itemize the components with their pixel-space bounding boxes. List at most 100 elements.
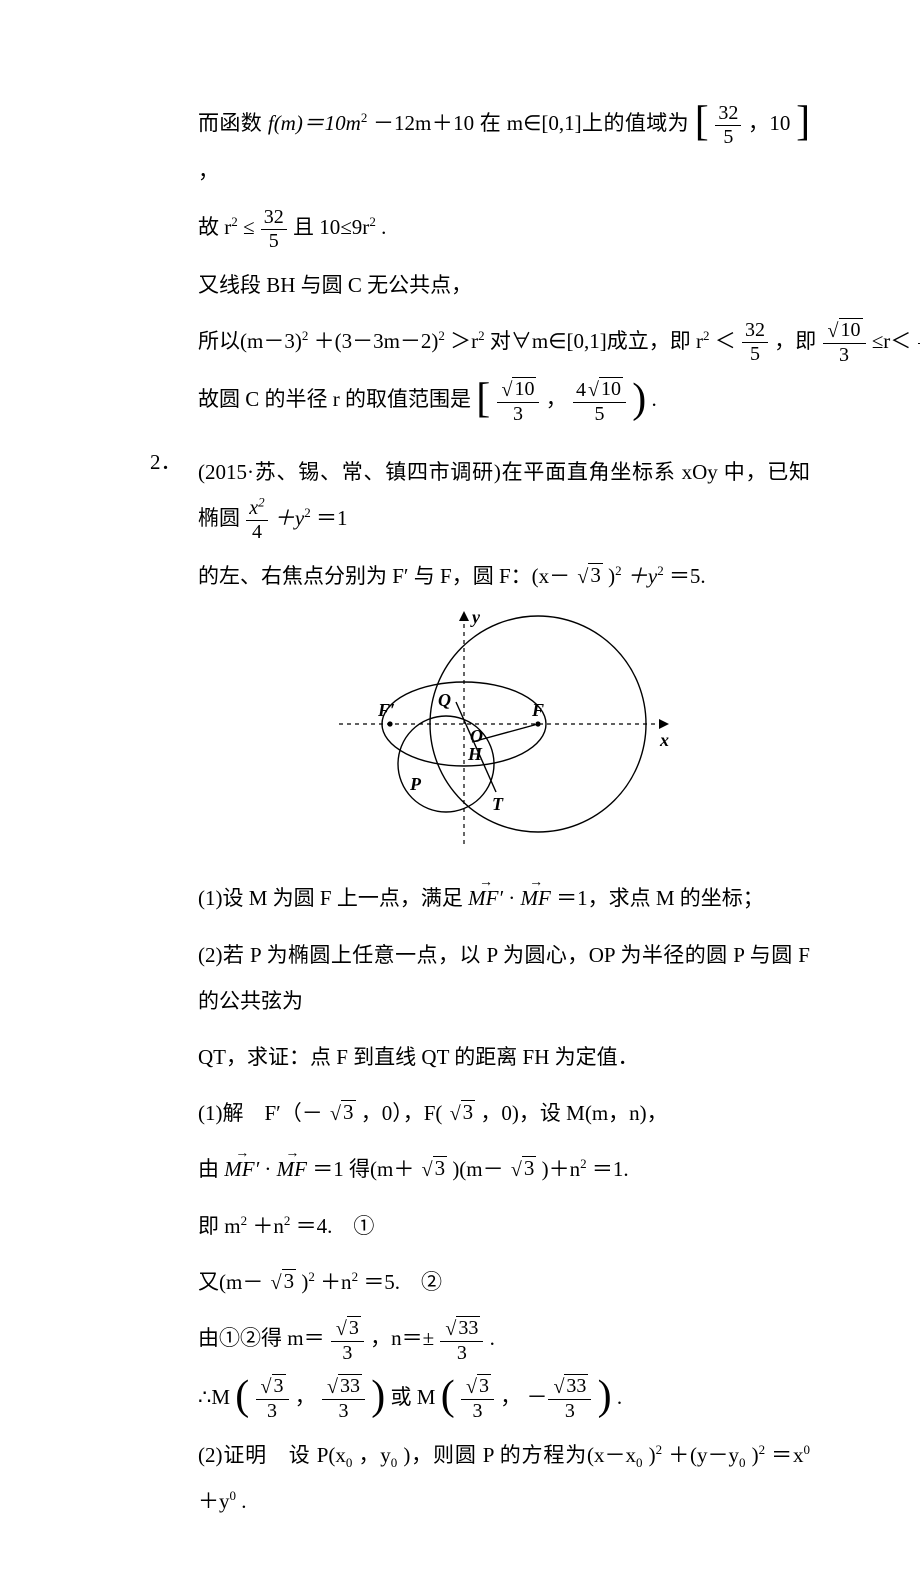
arrow-icon: → bbox=[468, 868, 503, 899]
arrow-icon: → bbox=[521, 868, 551, 899]
text: 而函数 bbox=[198, 111, 262, 135]
svg-text:P: P bbox=[409, 774, 422, 794]
frac-s3-3: 3 3 bbox=[460, 1375, 495, 1422]
frac-x2-4: x2 4 bbox=[245, 498, 268, 543]
sqrt-icon: 3 bbox=[464, 1375, 491, 1398]
text: ) bbox=[649, 1443, 656, 1467]
sqrt-icon: 3 bbox=[575, 553, 602, 599]
den: 4 bbox=[246, 521, 267, 543]
den: 3 bbox=[497, 403, 540, 425]
sub0: 0 bbox=[739, 1455, 746, 1470]
sqrt-icon: 10 bbox=[586, 378, 623, 401]
sup2: 2 bbox=[759, 1442, 766, 1457]
sub0: 0 bbox=[391, 1455, 398, 1470]
vector-MF: →MF bbox=[521, 875, 551, 921]
num: 32 bbox=[742, 320, 768, 343]
text: ＝1 bbox=[316, 506, 348, 530]
num: x2 bbox=[246, 498, 267, 521]
num: 33 bbox=[440, 1317, 483, 1342]
den: 3 bbox=[440, 1342, 483, 1364]
num: 3 bbox=[256, 1375, 289, 1400]
text: . bbox=[381, 215, 386, 239]
sub0: 0 bbox=[636, 1455, 643, 1470]
sqrt-icon: 3 bbox=[334, 1317, 361, 1340]
text: 又线段 BH 与圆 C 无公共点， bbox=[198, 273, 472, 297]
figure: yxOF′FQHPT bbox=[198, 609, 810, 865]
text: QT，求证：点 F 到直线 QT 的距离 FH 为定值． bbox=[198, 1045, 639, 1069]
svg-text:H: H bbox=[467, 744, 483, 764]
q2-number: 2． bbox=[150, 439, 198, 1535]
q2-line2: 的左、右焦点分别为 F′ 与 F，圆 F：(x－ 3 )2 ＋y2 ＝5. bbox=[198, 553, 810, 599]
text: )(m－ bbox=[452, 1157, 503, 1181]
text: －12m＋10 在 m∈[0,1]上的值域为 bbox=[373, 111, 689, 135]
vector-MF: →MF bbox=[277, 1146, 307, 1192]
sol-1-line4: 又(m－ 3 )2 ＋n2 ＝5. ② bbox=[198, 1259, 810, 1305]
text: ＝x bbox=[771, 1443, 803, 1467]
text: )，则圆 P 的方程为(x－x bbox=[403, 1443, 636, 1467]
sqrt-icon: 33 bbox=[325, 1375, 362, 1398]
num: 3 bbox=[331, 1317, 364, 1342]
text: ＝4. ① bbox=[296, 1214, 375, 1238]
block-1: 而函数 f(m)＝10m2 －12m＋10 在 m∈[0,1]上的值域为 [ 3… bbox=[150, 100, 810, 425]
sqrt-icon: 3 bbox=[448, 1090, 475, 1136]
dot: · bbox=[264, 1157, 271, 1181]
text: ，n＝± bbox=[370, 1326, 434, 1350]
svg-text:T: T bbox=[492, 794, 504, 814]
num: 10 bbox=[497, 378, 540, 403]
svg-text:Q: Q bbox=[438, 690, 451, 710]
text: 故 r bbox=[198, 215, 231, 239]
sqrt-icon: 3 bbox=[420, 1146, 447, 1192]
text: ＝5. bbox=[669, 564, 706, 588]
text: ＝1 得(m＋ bbox=[312, 1157, 414, 1181]
text: ∴M bbox=[198, 1385, 230, 1409]
text: ≤r＜ bbox=[872, 329, 912, 353]
text: ＞r bbox=[450, 329, 478, 353]
svg-text:F′: F′ bbox=[377, 700, 395, 720]
frac-32-5: 32 5 bbox=[260, 207, 288, 252]
den: 3 bbox=[331, 1342, 364, 1364]
num: 33 bbox=[322, 1375, 365, 1400]
num: 32 bbox=[261, 207, 287, 230]
q2-body: (2015·苏、锡、常、镇四市调研)在平面直角坐标系 xOy 中，已知椭圆 x2… bbox=[198, 439, 810, 1535]
subq-2b: QT，求证：点 F 到直线 QT 的距离 FH 为定值． bbox=[198, 1034, 810, 1080]
num: 10 bbox=[823, 319, 866, 344]
sup2: 2 bbox=[580, 1156, 587, 1171]
text: 且 10≤9r bbox=[293, 215, 369, 239]
svg-text:x: x bbox=[659, 730, 669, 750]
text: 由①②得 m＝ bbox=[198, 1326, 325, 1350]
text: 即 m bbox=[198, 1214, 241, 1238]
sup2: 2 bbox=[656, 1442, 663, 1457]
frac-4s10-5: 410 5 bbox=[917, 319, 920, 366]
geometry-figure: yxOF′FQHPT bbox=[334, 609, 674, 849]
frac-s10-3: 10 3 bbox=[496, 378, 541, 425]
text: ，0），F( bbox=[361, 1101, 443, 1125]
sup2: 2 bbox=[241, 1213, 248, 1228]
sup2: 2 bbox=[478, 328, 485, 343]
text: 由 bbox=[198, 1157, 219, 1181]
p1-line3: 又线段 BH 与圆 C 无公共点， bbox=[198, 262, 810, 308]
sqrt-icon: 33 bbox=[551, 1375, 588, 1398]
text: ＝1. bbox=[592, 1157, 629, 1181]
text: ＋y bbox=[198, 1489, 230, 1513]
sqrt-icon: 3 bbox=[509, 1146, 536, 1192]
sol-1-line1: (1)解 F′（－ 3 ，0），F( 3 ，0)，设 M(m，n)， bbox=[198, 1090, 810, 1136]
p1-line4: 所以(m－3)2 ＋(3－3m－2)2 ＞r2 对∀m∈[0,1]成立，即 r2… bbox=[198, 318, 810, 367]
frac-s3-3: 3 3 bbox=[255, 1375, 290, 1422]
sup2: 2 bbox=[284, 1213, 291, 1228]
text: ＋y bbox=[274, 506, 304, 530]
den: 3 bbox=[823, 344, 866, 366]
den: 5 bbox=[573, 403, 626, 425]
text: 的左、右焦点分别为 F′ 与 F，圆 F：(x－ bbox=[198, 564, 570, 588]
sup2: 2 bbox=[231, 214, 238, 229]
text: ＋n bbox=[252, 1214, 284, 1238]
svg-text:F: F bbox=[531, 700, 544, 720]
sqrt-icon: 3 bbox=[328, 1090, 355, 1136]
text: . bbox=[490, 1326, 495, 1350]
text: ＋(y－y bbox=[668, 1443, 739, 1467]
text: ) bbox=[752, 1443, 759, 1467]
svg-text:O: O bbox=[470, 726, 483, 746]
sol-1-line3: 即 m2 ＋n2 ＝4. ① bbox=[198, 1203, 810, 1249]
subq-2a: (2)若 P 为椭圆上任意一点，以 P 为圆心，OP 为半径的圆 P 与圆 F … bbox=[198, 932, 810, 1024]
den: 5 bbox=[742, 343, 768, 365]
lt: ＜ bbox=[715, 329, 736, 353]
